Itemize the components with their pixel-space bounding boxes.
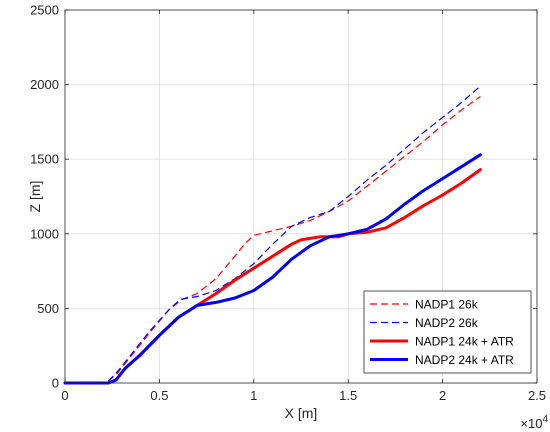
legend-label: NADP1 24k + ATR — [415, 335, 514, 349]
y-tick-label: 2500 — [30, 3, 59, 18]
legend-label: NADP1 26k — [415, 298, 479, 312]
x-tick-label: 2.5 — [528, 388, 546, 403]
y-tick-label: 0 — [52, 376, 59, 391]
plot-frame — [64, 9, 538, 384]
series-layer — [63, 85, 482, 385]
series-line — [63, 153, 482, 385]
y-tick-label: 500 — [37, 301, 59, 316]
legend-label: NADP2 24k + ATR — [415, 353, 514, 367]
x-tick-label: 0.5 — [150, 388, 168, 403]
y-tick-label: 2000 — [30, 77, 59, 92]
y-tick-label: 1000 — [30, 226, 59, 241]
series-line — [65, 85, 481, 384]
y-axis-label: Z [m] — [27, 181, 43, 213]
y-tick-label: 1500 — [30, 152, 59, 167]
x-exponent-base: ×10 — [520, 416, 542, 431]
x-axis-exponent: ×104 — [520, 414, 548, 431]
x-exponent-power: 4 — [542, 414, 548, 425]
x-tick-label: 1.5 — [339, 388, 357, 403]
x-axis-label: X [m] — [285, 405, 318, 421]
x-tick-label: 1 — [250, 388, 257, 403]
legend: NADP1 26k NADP2 26k NADP1 24k + ATR NADP2 2… — [363, 290, 532, 374]
tick-labels: 0 0.5 1 1.5 2 2.5 0 500 1000 1500 2000 2500 — [30, 3, 546, 404]
tick-marks — [64, 9, 538, 384]
x-tick-label: 0 — [61, 388, 68, 403]
x-tick-label: 2 — [439, 388, 446, 403]
legend-label: NADP2 26k — [415, 316, 479, 330]
series-line — [65, 96, 481, 384]
